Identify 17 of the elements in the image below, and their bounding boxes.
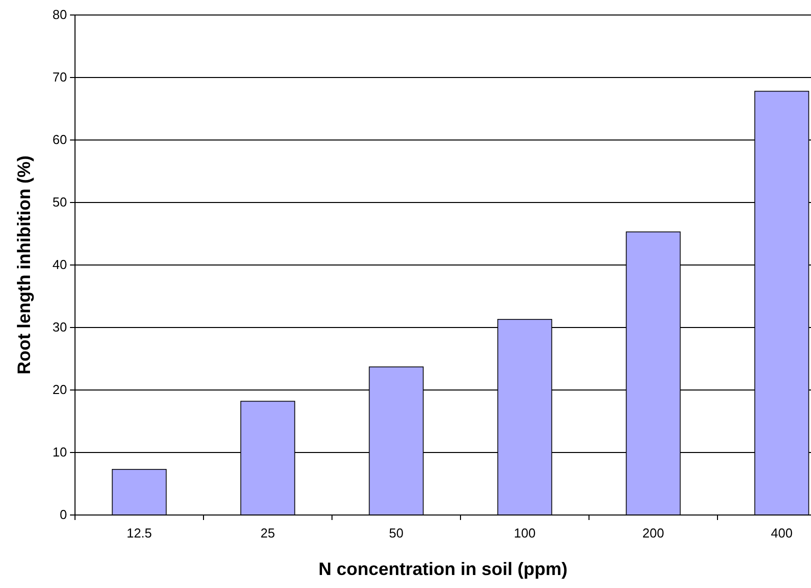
y-tick-label: 30 — [52, 320, 67, 335]
y-tick-label: 40 — [52, 257, 67, 272]
y-tick-label: 70 — [52, 70, 67, 85]
x-axis-title: N concentration in soil (ppm) — [318, 559, 568, 579]
x-tick-label: 12.5 — [126, 526, 152, 540]
x-tick-label: 50 — [389, 526, 404, 540]
x-tick-label: 200 — [642, 526, 664, 540]
y-tick-label: 0 — [60, 507, 67, 522]
x-tick-label: 400 — [770, 526, 793, 540]
x-tick-label: 100 — [514, 526, 536, 540]
y-tick-label: 80 — [52, 7, 67, 22]
y-tick-label: 60 — [52, 132, 67, 148]
y-tick-label: 10 — [52, 444, 67, 460]
y-tick-label: 20 — [52, 382, 67, 398]
x-tick-label: 25 — [260, 526, 275, 540]
y-axis-title: Root length inhibition (%) — [14, 156, 34, 374]
y-tick-label: 50 — [52, 194, 67, 210]
